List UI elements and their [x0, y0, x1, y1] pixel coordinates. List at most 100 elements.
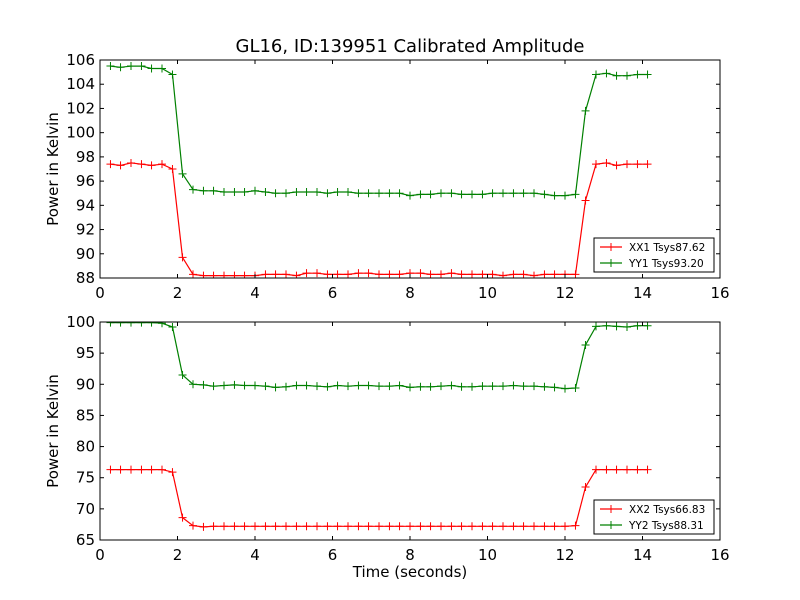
- data-point-marker: [602, 322, 611, 330]
- data-point-marker: [478, 270, 487, 278]
- data-point-marker: [571, 521, 580, 530]
- data-point-marker: [127, 158, 135, 167]
- legend-marker: [607, 259, 615, 267]
- y-tick-label: 96: [76, 172, 95, 190]
- data-point-marker: [344, 522, 352, 531]
- data-point-marker: [581, 483, 590, 492]
- data-point-marker: [323, 382, 332, 391]
- legend-label: YY1 Tsys93.20: [628, 258, 704, 270]
- x-tick-label: 6: [328, 284, 338, 302]
- data-point-marker: [106, 322, 115, 327]
- data-point-marker: [499, 382, 507, 391]
- data-point-marker: [168, 165, 177, 173]
- data-point-marker: [106, 160, 115, 169]
- data-point-marker: [116, 465, 125, 474]
- data-point-marker: [592, 160, 600, 169]
- y-tick-label: 94: [76, 196, 95, 214]
- data-point-marker: [468, 522, 476, 531]
- data-point-marker: [313, 382, 321, 391]
- data-point-marker: [282, 382, 290, 391]
- data-point-marker: [385, 382, 394, 391]
- data-point-marker: [189, 380, 197, 389]
- data-point-marker: [302, 381, 311, 390]
- data-point-marker: [375, 270, 383, 278]
- y-tick-label: 88: [76, 269, 95, 287]
- data-point-marker: [375, 522, 383, 531]
- data-point-marker: [426, 270, 435, 278]
- data-point-marker: [292, 381, 301, 390]
- data-point-marker: [209, 186, 218, 195]
- y-tick-label: 102: [66, 99, 95, 117]
- data-point-marker: [540, 382, 549, 391]
- legend-marker: [607, 505, 615, 513]
- data-point-marker: [375, 189, 383, 198]
- data-point-marker: [199, 186, 208, 195]
- data-point-marker: [509, 522, 518, 531]
- data-point-marker: [313, 269, 321, 278]
- data-point-marker: [127, 322, 135, 327]
- x-tick-label: 14: [633, 546, 652, 564]
- data-point-marker: [323, 189, 332, 198]
- data-point-marker: [354, 381, 363, 390]
- data-point-marker: [447, 269, 456, 278]
- data-point-marker: [550, 191, 559, 200]
- data-point-marker: [230, 522, 239, 531]
- legend-label: XX2 Tsys66.83: [629, 504, 705, 516]
- data-point-marker: [406, 522, 414, 531]
- data-point-marker: [602, 465, 611, 474]
- data-point-marker: [147, 322, 156, 327]
- data-point-marker: [540, 522, 549, 531]
- data-point-marker: [530, 271, 538, 278]
- legend-label: YY2 Tsys88.31: [628, 520, 704, 532]
- data-point-marker: [519, 270, 528, 278]
- x-tick-label: 6: [328, 546, 338, 564]
- data-point-marker: [271, 522, 280, 531]
- data-point-marker: [168, 322, 177, 331]
- data-point-marker: [220, 188, 228, 197]
- data-point-marker: [137, 322, 146, 327]
- data-point-marker: [426, 522, 435, 531]
- x-tick-label: 16: [710, 546, 729, 564]
- data-point-marker: [457, 522, 466, 531]
- data-point-marker: [571, 270, 580, 278]
- data-point-marker: [416, 522, 425, 531]
- data-point-marker: [364, 522, 373, 531]
- data-point-marker: [271, 189, 280, 198]
- data-point-marker: [437, 382, 445, 391]
- data-point-marker: [571, 190, 580, 199]
- data-point-marker: [271, 383, 280, 392]
- data-point-marker: [168, 70, 177, 79]
- data-point-marker: [509, 270, 518, 278]
- bottom-subplot: 0 2 4 6 8 10 12 14 16 65 70 75 80 85 90 95 100 Power in K…: [44, 313, 730, 564]
- data-point-marker: [199, 380, 208, 389]
- y-tick-label: 80: [76, 438, 95, 456]
- y-tick-label: 98: [76, 148, 95, 166]
- data-point-marker: [282, 270, 290, 278]
- data-point-marker: [416, 382, 425, 391]
- data-point-marker: [530, 382, 538, 391]
- data-point-marker: [602, 69, 611, 78]
- data-point-marker: [261, 188, 270, 197]
- data-point-marker: [220, 271, 228, 278]
- data-point-marker: [592, 322, 600, 331]
- data-point-marker: [302, 522, 311, 531]
- data-point-marker: [550, 383, 559, 392]
- data-point-marker: [220, 381, 228, 390]
- data-point-marker: [499, 189, 507, 198]
- data-point-marker: [633, 322, 642, 330]
- data-point-marker: [333, 522, 342, 531]
- data-point-marker: [509, 189, 518, 198]
- y-tick-label: 85: [76, 406, 95, 424]
- data-point-marker: [106, 465, 115, 474]
- data-point-marker: [292, 271, 301, 278]
- series-2: [106, 62, 652, 200]
- data-point-marker: [116, 322, 125, 327]
- data-point-marker: [230, 188, 239, 197]
- data-point-marker: [158, 322, 166, 328]
- data-point-marker: [478, 382, 487, 391]
- data-point-marker: [623, 322, 631, 331]
- data-point-marker: [457, 270, 466, 278]
- data-point-marker: [395, 381, 404, 390]
- x-tick-label: 4: [250, 546, 260, 564]
